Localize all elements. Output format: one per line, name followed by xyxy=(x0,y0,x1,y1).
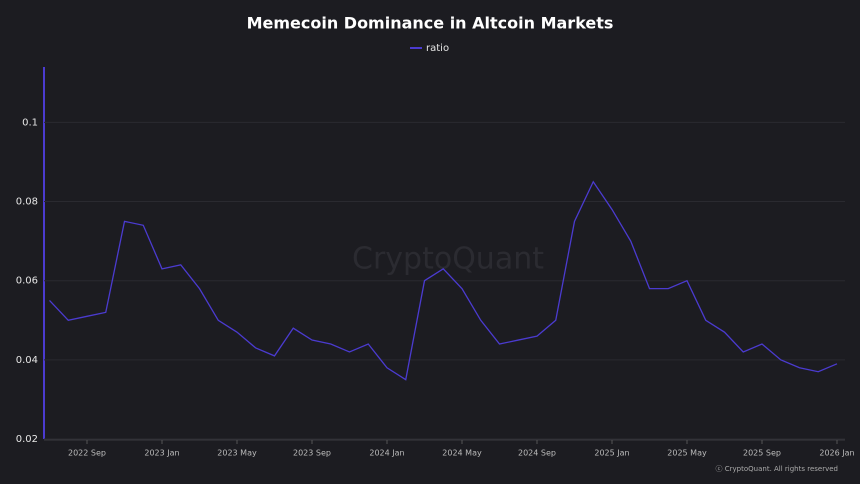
x-tick-label: 2023 Sep xyxy=(293,449,331,458)
data-line xyxy=(49,180,838,381)
x-tick-label: 2025 Jan xyxy=(594,449,629,458)
x-tick-label: 2025 May xyxy=(667,449,707,458)
y-tick-label: 0.08 xyxy=(16,197,38,208)
y-tick-label: 0.02 xyxy=(16,434,38,445)
x-tick-label: 2024 Sep xyxy=(518,449,556,458)
y-tick-label: 0.06 xyxy=(16,276,38,287)
legend-label: ratio xyxy=(426,43,449,54)
chart-title: Memecoin Dominance in Altcoin Markets xyxy=(247,14,614,33)
footer: ⓒ CryptoQuant. All rights reserved xyxy=(716,465,838,473)
x-tick-label: 2022 Sep xyxy=(68,449,106,458)
y-tick-label: 0.1 xyxy=(22,117,38,128)
x-tick-label: 2026 Jan xyxy=(819,449,854,458)
y-tick-label: 0.04 xyxy=(16,355,38,366)
x-tick-label: 2024 May xyxy=(442,449,482,458)
x-tick-label: 2023 May xyxy=(217,449,257,458)
x-tick-label: 2024 Jan xyxy=(369,449,404,458)
watermark: CryptoQuant xyxy=(352,242,544,277)
x-tick-label: 2025 Sep xyxy=(743,449,781,458)
x-tick-label: 2023 Jan xyxy=(144,449,179,458)
